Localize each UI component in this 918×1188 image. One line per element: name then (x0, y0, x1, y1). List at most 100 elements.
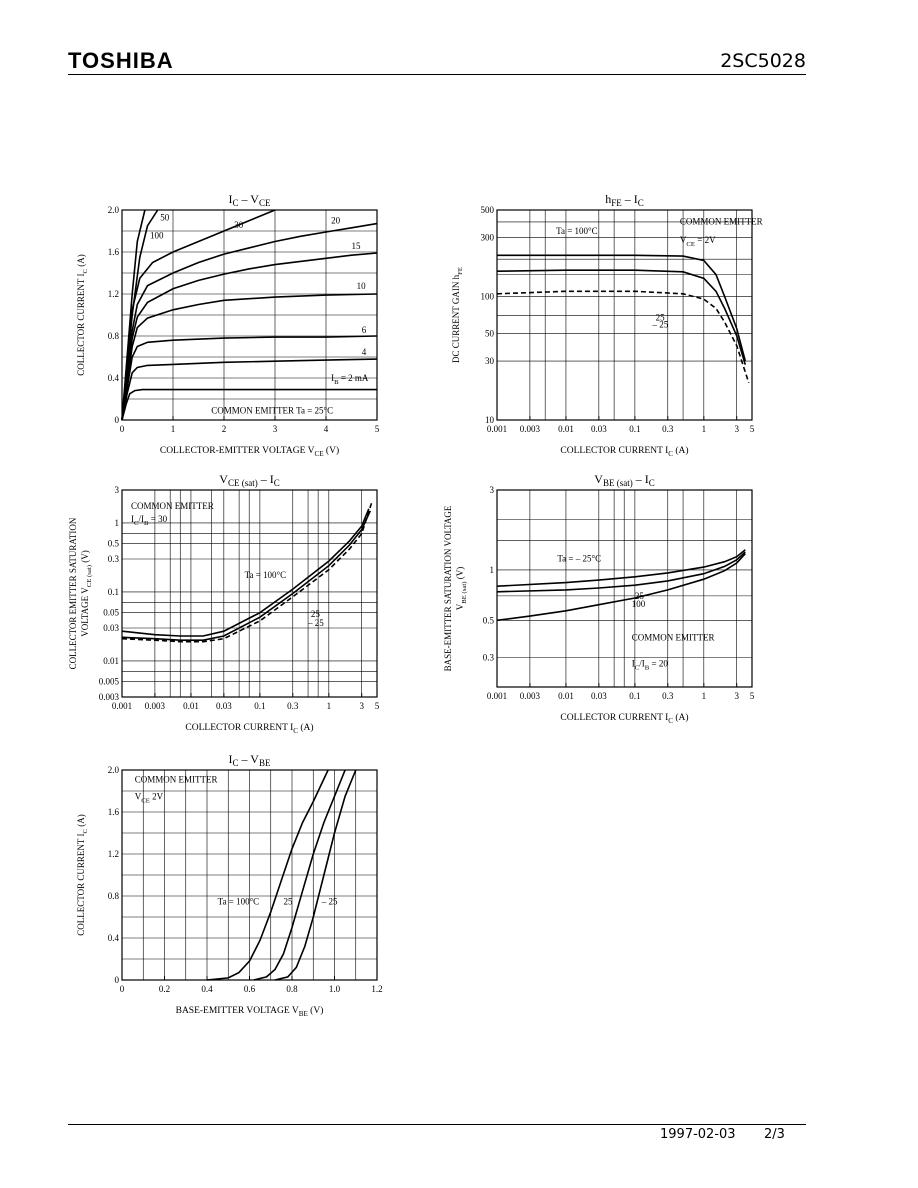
chart-title: VBE (sat) – IC (594, 472, 654, 488)
x-tick-label: 1 (702, 691, 707, 701)
annotation: Ta = – 25°C (557, 554, 601, 564)
x-tick-label: 0 (120, 984, 125, 994)
chart-title: IC – VCE (229, 192, 271, 208)
annotation: 25 (656, 312, 666, 322)
y-axis-label: BASE-EMITTER SATURATION VOLTAGE (443, 505, 453, 671)
y-tick-label: 0.3 (108, 554, 120, 564)
y-tick-label: 3 (115, 485, 120, 495)
series-label: 10 (357, 281, 367, 291)
plot-area: 0 0.2 0.4 0.6 0.8 1.0 1.2 0 0.4 0.8 1.2 1.6 2.0 IC – … (76, 752, 383, 1018)
x-tick-label: 0.01 (558, 691, 574, 701)
chart-title: IC – VBE (229, 752, 271, 768)
x-tick-label: 0.003 (520, 691, 541, 701)
series-line-25 (496, 551, 746, 593)
x-tick-label: 3 (359, 701, 364, 711)
series-line-m25 (274, 769, 357, 981)
x-tick-label: 0.1 (629, 424, 640, 434)
annotation: VCE 2V (135, 791, 164, 804)
annotation: IC/IB = 20 (632, 659, 669, 672)
x-tick-label: 0.03 (591, 424, 607, 434)
plot-frame (496, 489, 753, 688)
annotation: COMMON EMITTER (632, 632, 715, 642)
x-tick-label: 0.01 (558, 424, 574, 434)
x-tick-label: 5 (375, 424, 380, 434)
series-line-6 (121, 335, 378, 421)
series-label: 4 (362, 347, 367, 357)
y-tick-label: 3 (490, 485, 495, 495)
x-tick-label: 0 (120, 424, 125, 434)
y-tick-label: 1.6 (108, 247, 120, 257)
annotation: – 25 (651, 320, 668, 330)
x-axis-label: COLLECTOR-EMITTER VOLTAGE VCE (V) (160, 445, 339, 458)
x-tick-label: 1.0 (329, 984, 341, 994)
x-tick-label: 0.3 (287, 701, 299, 711)
y-axis-label-2: VOLTAGE VCE (sat) (V) (80, 550, 93, 637)
part-number: 2SC5028 (720, 50, 806, 72)
y-tick-label: 1 (490, 565, 495, 575)
x-tick-label: 0.1 (254, 701, 265, 711)
series-line-m25 (121, 501, 373, 643)
annotation: 100 (632, 599, 646, 609)
y-tick-label: 0.1 (108, 587, 119, 597)
y-tick-label: 0.005 (99, 677, 120, 687)
x-tick-label: 3 (273, 424, 278, 434)
y-tick-label: 50 (485, 329, 495, 339)
brand-logo: TOSHIBA (68, 48, 174, 73)
y-tick-label: 0.8 (108, 891, 120, 901)
series-line-20 (121, 222, 378, 421)
x-axis-label: COLLECTOR CURRENT IC (A) (560, 712, 688, 725)
series-line-25 (121, 510, 372, 642)
x-tick-label: 0.3 (662, 691, 674, 701)
y-tick-label: 2.0 (108, 205, 120, 215)
x-tick-label: 2 (222, 424, 227, 434)
annotation: – 25 (307, 618, 324, 628)
y-axis-label-group: COLLECTOR CURRENT IC (A) (76, 254, 89, 375)
x-tick-label: 0.6 (244, 984, 256, 994)
series-line-25 (496, 269, 747, 365)
y-tick-label: 1.2 (108, 289, 119, 299)
x-tick-label: 5 (375, 701, 380, 711)
y-tick-label: 1.6 (108, 807, 120, 817)
footer-date: 1997-02-03 (660, 1127, 736, 1142)
series-line-m25 (496, 549, 746, 587)
x-tick-label: 0.2 (159, 984, 170, 994)
y-tick-label: 10 (485, 415, 495, 425)
x-axis-label: COLLECTOR CURRENT IC (A) (185, 722, 313, 735)
series-line-m25 (496, 290, 750, 384)
y-axis-label: COLLECTOR EMITTER SATURATION (68, 517, 78, 669)
series-label: 15 (352, 241, 362, 251)
x-tick-label: 5 (750, 424, 755, 434)
y-tick-label: 0.01 (103, 656, 119, 666)
series-label: 30 (234, 220, 244, 230)
chart-title: hFE – IC (605, 192, 644, 208)
y-tick-label: 500 (481, 205, 495, 215)
series-label: 50 (160, 213, 170, 223)
series-line-100 (497, 254, 747, 362)
x-tick-label: 3 (734, 691, 739, 701)
annotation: COMMON EMITTER (680, 217, 763, 227)
plot-area: 0.001 0.003 0.01 0.03 0.1 0.3 1 3 5 10 30 50 100 300 5… (451, 192, 763, 458)
plot-frame (496, 209, 753, 421)
y-tick-label: 100 (481, 291, 495, 301)
plot-frame (121, 489, 378, 698)
annotation: VCE = 2V (680, 235, 716, 248)
y-tick-label: 0.4 (108, 373, 120, 383)
annotation: COMMON EMITTER (131, 501, 214, 511)
x-tick-label: 0.03 (591, 691, 607, 701)
y-tick-label: 300 (481, 232, 495, 242)
x-tick-label: 0.1 (629, 691, 640, 701)
x-tick-label: 0.03 (216, 701, 232, 711)
x-tick-label: 0.001 (487, 424, 507, 434)
y-tick-label: 0.003 (99, 692, 120, 702)
annotation: Ta = 100°C (245, 570, 287, 580)
x-tick-label: 0.001 (112, 701, 132, 711)
series-label: 6 (362, 325, 367, 335)
series-label: 100 (150, 230, 164, 240)
annotation: COMMON EMITTER (135, 775, 218, 785)
x-tick-label: 3 (734, 424, 739, 434)
